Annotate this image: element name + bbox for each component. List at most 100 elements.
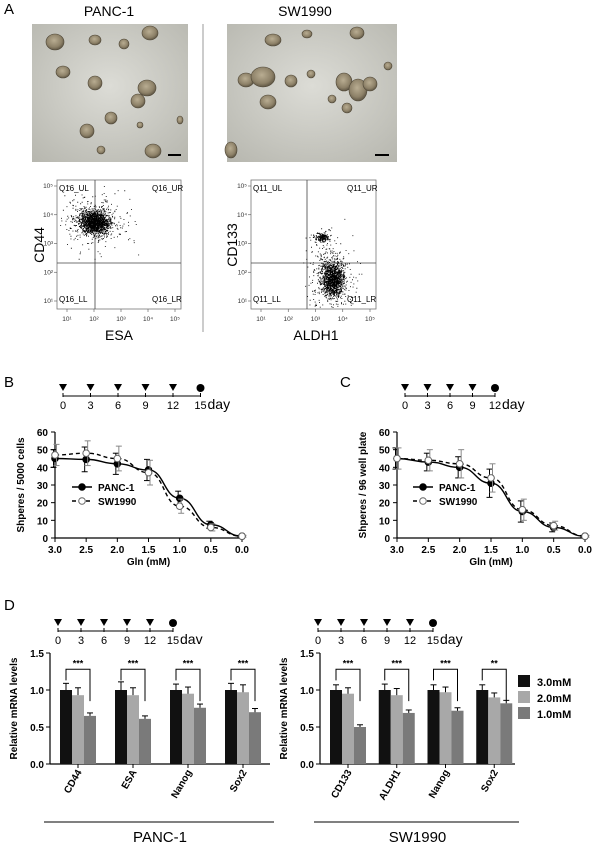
timeline-unit: day xyxy=(208,396,231,412)
timeline-day: 6 xyxy=(447,400,453,412)
legend-swatch xyxy=(518,675,530,687)
spheroid xyxy=(118,38,130,50)
timeline-day: 6 xyxy=(101,635,107,647)
legend-swatch xyxy=(518,691,530,703)
significance-bracket xyxy=(384,668,410,702)
data-point xyxy=(144,468,153,477)
y-tick-label: 10² xyxy=(238,269,248,276)
group-label: PANC-1 xyxy=(133,829,187,846)
bar-2_0mM xyxy=(488,697,501,764)
category-label: Sox2 xyxy=(479,768,501,795)
quadrant-label: Q11_LR xyxy=(347,295,376,304)
axis-label-y: CD133 xyxy=(224,223,240,267)
bar-1_0mM xyxy=(84,715,96,764)
bar-1_0mM xyxy=(354,727,366,764)
legend-label: PANC-1 xyxy=(98,483,135,494)
y-tick-label: 10 xyxy=(37,516,49,527)
x-tick-label: 2.5 xyxy=(421,545,435,556)
legend-marker xyxy=(419,497,427,505)
spheroid xyxy=(45,33,65,51)
spheroid xyxy=(264,33,282,47)
bar-2_0mM xyxy=(439,692,452,764)
x-tick-label: 10² xyxy=(284,316,294,323)
significance-bracket xyxy=(65,668,91,702)
timeline-day: 9 xyxy=(469,400,475,412)
panel-letter-a: A xyxy=(4,1,14,18)
category-label: CD44 xyxy=(62,768,85,796)
significance-label: *** xyxy=(128,658,139,668)
significance-bracket xyxy=(335,668,361,702)
legend-marker xyxy=(78,497,86,505)
timeline-day: 12 xyxy=(167,400,179,412)
data-point xyxy=(549,521,558,530)
endpoint-dot-icon xyxy=(169,619,177,627)
legend-marker xyxy=(419,483,427,491)
x-axis-label: Gln (mM) xyxy=(469,557,512,568)
legend-label: 2.0mM xyxy=(537,693,571,705)
treatment-arrow-icon xyxy=(383,619,391,626)
bar-2_0mM xyxy=(72,695,84,764)
treatment-arrow-icon xyxy=(360,619,368,626)
y-tick-label: 10³ xyxy=(44,241,54,248)
bar-1_0mM xyxy=(249,712,261,764)
chart-d-sw1990: 0 3 6 9 12 15 day 0.0 0.5 1.0 1.5 Relative mRNA lev… xyxy=(279,619,519,846)
treatment-arrow-icon xyxy=(100,619,108,626)
bar-2_0mM xyxy=(342,693,354,764)
spheroid xyxy=(383,61,393,71)
y-tick-label: 1.0 xyxy=(300,686,314,697)
data-point xyxy=(113,454,122,463)
y-tick-label: 50 xyxy=(37,446,49,457)
y-tick-label: 10³ xyxy=(238,241,248,248)
x-tick-label: 2.0 xyxy=(110,545,124,556)
data-point xyxy=(424,456,433,465)
bar-1_0mM xyxy=(451,710,464,764)
flow-events xyxy=(65,185,137,260)
bar-2_0mM xyxy=(127,695,139,764)
y-tick-label: 10⁴ xyxy=(237,212,247,219)
spheroid xyxy=(224,141,238,159)
timeline-day: 0 xyxy=(315,635,321,647)
timeline-day: 6 xyxy=(115,400,121,412)
flow-events xyxy=(305,235,361,308)
y-tick-label: 40 xyxy=(37,463,49,474)
timeline-day: 3 xyxy=(78,635,84,647)
flow-events xyxy=(60,186,140,260)
quadrant-label: Q11_UL xyxy=(253,184,283,193)
category-label: ESA xyxy=(120,768,140,791)
spheroid xyxy=(87,75,103,91)
treatment-arrow-icon xyxy=(423,384,432,391)
timeline-day: 15 xyxy=(194,400,206,412)
treatment-arrow-icon xyxy=(401,384,409,391)
spheroid xyxy=(349,26,365,40)
spheroid xyxy=(79,123,95,139)
x-tick-label: 2.0 xyxy=(453,545,467,556)
category-label: ALDH1 xyxy=(377,768,403,803)
timeline-day: 3 xyxy=(424,400,430,412)
treatment-arrow-icon xyxy=(446,384,454,391)
y-tick-label: 10 xyxy=(379,516,391,527)
x-tick-label: 1.5 xyxy=(484,545,498,556)
treatment-arrow-icon xyxy=(114,384,122,391)
x-tick-label: 0.5 xyxy=(204,545,218,556)
endpoint-dot-icon xyxy=(491,384,499,392)
spheroid xyxy=(104,111,118,125)
x-tick-label: 0.0 xyxy=(235,545,249,556)
timeline-day: 0 xyxy=(60,400,66,412)
timeline-day: 12 xyxy=(489,400,501,412)
x-tick-label: 10⁴ xyxy=(338,316,348,323)
quadrant-label: Q16_UL xyxy=(59,184,89,193)
legend-label: SW1990 xyxy=(98,497,137,508)
x-tick-label: 3.0 xyxy=(48,545,62,556)
y-tick-label: 0.5 xyxy=(30,723,44,734)
bar-1_0mM xyxy=(500,703,513,764)
x-tick-label: 1.5 xyxy=(142,545,156,556)
bar-1_0mM xyxy=(402,712,415,764)
y-axis-label: Relative mRNA levels xyxy=(279,657,290,759)
chart-c: 0 3 6 9 12 day 0 10 20 30 40 50 60 3.0 2.5 2.0 1.5 1.0 0.5… xyxy=(358,384,592,568)
timeline-day: 3 xyxy=(338,635,344,647)
treatment-arrow-icon xyxy=(146,619,154,626)
flow-events xyxy=(309,227,333,249)
bar-3_0mM xyxy=(170,690,182,764)
bar-3_0mM xyxy=(476,690,489,764)
treatment-arrow-icon xyxy=(123,619,131,626)
